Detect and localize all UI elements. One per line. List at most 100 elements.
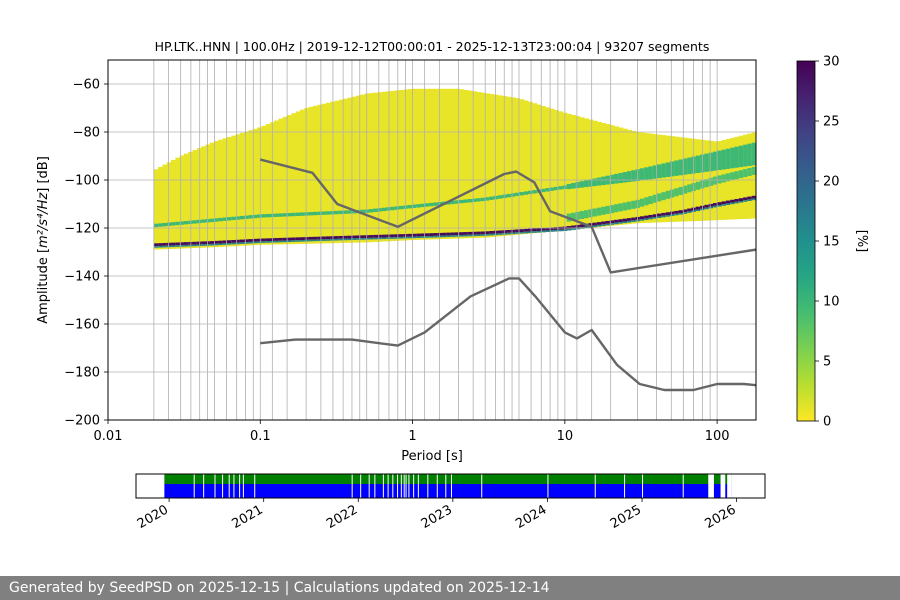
- heatmap-cell: [592, 178, 598, 187]
- heatmap-cell: [446, 235, 452, 238]
- heatmap-cell: [523, 100, 529, 234]
- heatmap-cell: [454, 232, 460, 236]
- heatmap-cell: [657, 164, 662, 179]
- heatmap-cell: [730, 202, 736, 205]
- heatmap-cell: [665, 162, 671, 177]
- heatmap-cell: [300, 212, 305, 216]
- colorbar-tick-label: 20: [823, 175, 840, 190]
- heatmap-cell: [528, 101, 533, 234]
- heatmap-cell: [442, 88, 447, 239]
- heatmap-cell: [730, 199, 736, 203]
- heatmap-column: [644, 133, 650, 223]
- heatmap-cell: [162, 242, 168, 246]
- heatmap-cell: [553, 186, 559, 191]
- heatmap-cell: [532, 190, 538, 194]
- timeline-gap-mark: [547, 474, 549, 498]
- heatmap-column: [214, 141, 219, 248]
- heatmap-cell: [515, 98, 521, 235]
- heatmap-cell: [386, 234, 391, 238]
- heatmap-cell: [579, 181, 585, 188]
- heatmap-cell: [588, 209, 594, 218]
- timeline-gap-mark: [594, 474, 596, 498]
- heatmap-cell: [214, 240, 219, 244]
- heatmap-cell: [480, 92, 486, 238]
- heatmap-cell: [497, 233, 503, 235]
- heatmap-column: [248, 130, 254, 246]
- heatmap-cell: [295, 212, 301, 216]
- heatmap-cell: [493, 230, 499, 234]
- heatmap-cell: [644, 215, 650, 219]
- heatmap-column: [463, 89, 469, 239]
- heatmap-cell: [540, 188, 546, 193]
- heatmap-column: [343, 98, 348, 243]
- timeline-frame: [135, 473, 766, 499]
- heatmap-cell: [308, 212, 314, 216]
- heatmap-cell: [179, 221, 185, 225]
- heatmap-cell: [394, 234, 400, 238]
- heatmap-cell: [459, 232, 465, 235]
- heatmap-cell: [657, 193, 662, 202]
- timeline-used-bar: [164, 484, 732, 498]
- heatmap-column: [218, 139, 224, 247]
- heatmap-cell: [317, 104, 323, 244]
- heatmap-column: [265, 124, 271, 245]
- heatmap-cell: [502, 96, 508, 236]
- heatmap-cell: [287, 213, 293, 217]
- heatmap-cell: [411, 233, 417, 237]
- heatmap-cell: [626, 220, 632, 223]
- heatmap-cell: [287, 115, 293, 245]
- timeline-gap-mark: [351, 474, 353, 498]
- heatmap-cell: [609, 220, 615, 224]
- heatmap-cell: [596, 222, 602, 225]
- timeline-gap-mark: [214, 474, 216, 498]
- heatmap-cell: [510, 97, 516, 236]
- heatmap-cell: [338, 238, 344, 241]
- heatmap-cell: [226, 136, 232, 247]
- heatmap-column: [308, 106, 314, 244]
- heatmap-cell: [661, 192, 667, 201]
- heatmap-cell: [622, 221, 628, 224]
- heatmap-cell: [317, 239, 323, 242]
- heatmap-cell: [416, 233, 422, 237]
- noise-model-lines: [259, 158, 756, 392]
- heatmap-column: [304, 107, 310, 244]
- heatmap-cell: [265, 124, 271, 245]
- heatmap-cell: [201, 241, 207, 245]
- heatmap-cell: [695, 155, 701, 173]
- heatmap-column: [592, 120, 598, 228]
- heatmap-cell: [515, 232, 521, 234]
- heatmap-cell: [545, 188, 551, 192]
- heatmap-column: [252, 128, 258, 246]
- heatmap-cell: [674, 160, 680, 176]
- heatmap-cell: [390, 90, 396, 242]
- heatmap-column: [523, 100, 529, 234]
- heatmap-cell: [201, 146, 207, 248]
- heatmap-cell: [274, 240, 280, 243]
- heatmap-cell: [751, 132, 756, 219]
- heatmap-cell: [179, 242, 185, 246]
- timeline-gap-mark: [408, 474, 410, 498]
- heatmap-cell: [252, 238, 258, 242]
- heatmap-column: [747, 133, 753, 219]
- heatmap-cell: [377, 234, 383, 238]
- heatmap-cell: [648, 166, 654, 180]
- period-grid: [108, 60, 756, 420]
- colorbar-tick-label: 15: [823, 235, 840, 250]
- heatmap-cell: [747, 167, 753, 176]
- heatmap-cell: [635, 216, 641, 220]
- heatmap-cell: [575, 116, 581, 230]
- heatmap-column: [226, 136, 232, 247]
- heatmap-cell: [476, 198, 482, 202]
- heatmap-cell: [373, 234, 379, 238]
- heatmap-cell: [618, 222, 624, 224]
- heatmap-cell: [338, 210, 344, 215]
- heatmap-cell: [751, 195, 756, 199]
- heatmap-cell: [158, 223, 164, 227]
- heatmap-column: [596, 121, 602, 228]
- heatmap-cell: [360, 235, 366, 239]
- heatmap-column: [317, 104, 323, 244]
- y-tick-label: −180: [64, 366, 100, 381]
- heatmap-cell: [717, 175, 723, 184]
- heatmap-column: [454, 88, 460, 239]
- heatmap-cell: [618, 219, 624, 223]
